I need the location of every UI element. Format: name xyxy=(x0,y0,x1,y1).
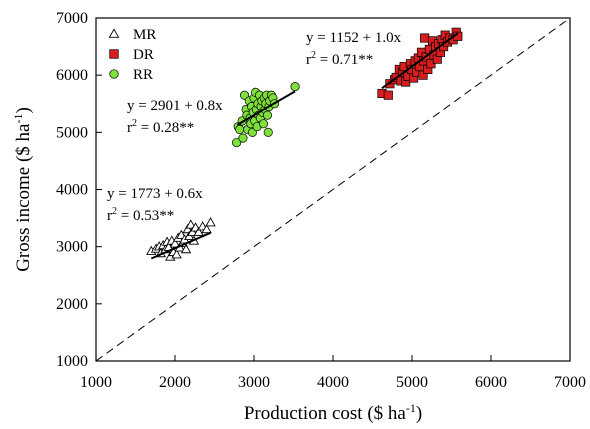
data-point-dr xyxy=(418,70,428,80)
equation-label-dr: y = 1152 + 1.0x xyxy=(306,30,402,46)
x-tick-label: 1000 xyxy=(80,374,112,391)
legend-marker-mr xyxy=(108,28,120,38)
legend-label-mr: MR xyxy=(133,27,156,43)
x-tick-label: 7000 xyxy=(554,374,586,391)
data-point-rr xyxy=(290,82,300,92)
x-tick-label: 2000 xyxy=(159,374,191,391)
equation-label-mr: y = 1773 + 0.6x xyxy=(107,186,203,202)
x-tick-label: 4000 xyxy=(317,374,349,391)
r-squared-label-mr: r2 = 0.53** xyxy=(107,206,174,224)
y-axis-label: Gross income ($ ha-1) xyxy=(11,107,34,272)
data-point-rr xyxy=(258,119,269,129)
legend: MR DR RR xyxy=(108,27,156,83)
data-point-mr xyxy=(182,223,193,234)
points-layer xyxy=(146,27,463,261)
fit-lines-layer xyxy=(150,32,459,260)
annotations-layer: y = 1773 + 0.6x r2 = 0.53** y = 1152 + 1.0… xyxy=(107,30,402,224)
data-point-mr xyxy=(180,243,192,254)
y-tick-label: 5000 xyxy=(56,124,88,141)
data-point-rr xyxy=(235,124,245,135)
r-squared-label-rr: r2 = 0.28** xyxy=(127,118,194,136)
y-tick-label: 2000 xyxy=(56,296,88,313)
x-axis-label: Production cost ($ ha-1) xyxy=(244,401,422,424)
data-point-dr xyxy=(420,33,430,43)
fit-line-dr xyxy=(381,32,459,90)
x-tick-label: 3000 xyxy=(238,374,270,391)
data-point-mr xyxy=(169,238,181,248)
data-point-mr xyxy=(185,219,196,229)
reference-line-1to1 xyxy=(95,17,571,362)
legend-label-dr: DR xyxy=(133,47,154,63)
data-point-mr xyxy=(171,249,182,259)
r-squared-label-dr: r2 = 0.71** xyxy=(306,50,373,68)
data-point-rr xyxy=(263,127,273,137)
legend-marker-dr xyxy=(109,49,119,59)
reference-layer xyxy=(95,17,571,362)
x-tick-label: 6000 xyxy=(475,374,507,391)
data-point-rr xyxy=(262,110,272,120)
fit-line-mr xyxy=(150,231,211,260)
data-point-mr xyxy=(193,226,204,237)
data-point-mr xyxy=(187,226,198,237)
fit-line-rr xyxy=(236,90,296,126)
data-point-rr xyxy=(238,133,248,143)
y-tick-label: 1000 xyxy=(56,353,88,370)
y-tick-label: 7000 xyxy=(56,10,88,27)
legend-label-rr: RR xyxy=(133,67,153,83)
data-point-mr xyxy=(201,223,212,234)
ticks-layer: 1000 2000 3000 4000 5000 6000 7000 1000 2000 3000… xyxy=(56,10,586,391)
legend-marker-rr xyxy=(109,69,119,79)
x-tick-label: 5000 xyxy=(396,374,428,391)
data-point-rr xyxy=(232,138,242,148)
y-tick-label: 3000 xyxy=(56,239,88,256)
equation-label-rr: y = 2901 + 0.8x xyxy=(127,98,223,114)
y-tick-label: 6000 xyxy=(56,67,88,84)
data-point-dr xyxy=(383,90,393,100)
y-tick-label: 4000 xyxy=(56,182,88,199)
data-point-mr xyxy=(205,217,216,227)
